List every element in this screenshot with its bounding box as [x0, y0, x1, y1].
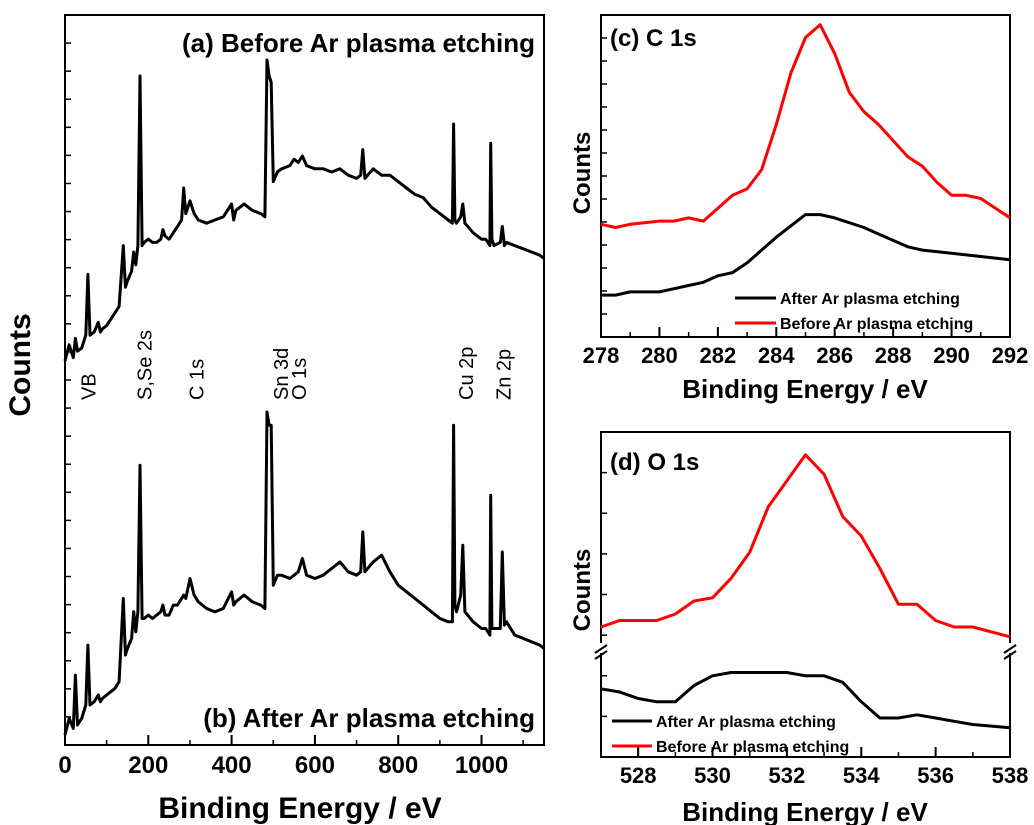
x-tick-label: 278: [583, 343, 620, 368]
x-tick-label: 200: [128, 752, 168, 779]
o1s-frame: [600, 431, 1011, 758]
x-tick-label: 532: [769, 763, 806, 788]
x-tick-label: 534: [843, 763, 880, 788]
panel-a-title: (a) Before Ar plasma etching: [182, 28, 535, 58]
survey-y-axis-label: Counts: [4, 313, 37, 416]
axis-break-mark-left-2: [594, 650, 608, 660]
peak-label: C 1s: [187, 359, 209, 400]
c1s-frame: [600, 14, 1011, 338]
c1s-series-1: [600, 23, 1011, 229]
axis-break-mark-right-1: [1003, 644, 1017, 654]
o1s-y-axis-label: Counts: [569, 549, 596, 632]
panel-b-title: (b) After Ar plasma etching: [203, 703, 535, 733]
axis-break-mark-right-2: [1003, 650, 1017, 660]
c1s-x-ticks: 278 280 282 284 286 288 290 292: [583, 327, 1029, 368]
x-tick-label: 600: [295, 752, 335, 779]
o1s-axis-break: [594, 643, 1017, 660]
x-tick-label: 292: [992, 343, 1029, 368]
o1s-legend-label-after: After Ar plasma etching: [656, 714, 836, 731]
x-tick-label: 284: [758, 343, 795, 368]
peak-label: Sn 3d: [271, 348, 293, 400]
c1s-x-axis-label: Binding Energy / eV: [682, 374, 928, 404]
panel-d-title: (d) O 1s: [610, 449, 699, 476]
c1s-panel: 278 280 282 284 286 288 290 292 (c) C 1s Bindin…: [569, 14, 1029, 404]
panel-c-title: (c) C 1s: [610, 25, 697, 52]
c1s-y-axis-label: Counts: [569, 132, 596, 215]
o1s-x-axis-label: Binding Energy / eV: [682, 797, 928, 825]
x-tick-label: 290: [933, 343, 970, 368]
x-tick-label: 528: [620, 763, 657, 788]
o1s-x-ticks: 528 530 532 534 536 538: [600, 747, 1029, 788]
x-tick-label: 530: [694, 763, 731, 788]
o1s-left-minor-ticks: [601, 471, 607, 718]
c1s-series-0: [601, 213, 1011, 297]
c1s-legend-label-after: After Ar plasma etching: [780, 291, 960, 308]
survey-after-line: [63, 410, 545, 736]
o1s-panel: 528 530 532 534 536 538 (d) O 1s Binding Ener…: [569, 431, 1029, 825]
survey-x-axis-label: Binding Energy / eV: [158, 792, 441, 825]
x-tick-label: 536: [917, 763, 954, 788]
c1s-left-minor-ticks: [601, 37, 607, 315]
survey-before-line: [63, 58, 545, 362]
o1s-spectra: [600, 453, 1011, 730]
peak-label: S,Se 2s: [135, 330, 157, 400]
x-tick-label: 800: [378, 752, 418, 779]
x-tick-label: 286: [816, 343, 853, 368]
x-tick-label: 288: [875, 343, 912, 368]
axis-break-mark-left-1: [594, 644, 608, 654]
x-tick-label: 400: [212, 752, 252, 779]
peak-label: Cu 2p: [456, 347, 478, 400]
c1s-legend: After Ar plasma etching Before Ar plasma…: [735, 291, 973, 333]
peak-label: Zn 2p: [494, 349, 516, 400]
o1s-series-0: [600, 671, 1011, 730]
o1s-legend-label-before: Before Ar plasma etching: [656, 739, 849, 756]
survey-x-ticks: 0 200 400 600 800 1000: [58, 735, 524, 779]
peak-label: O 1s: [289, 358, 311, 400]
c1s-spectra: [600, 23, 1011, 297]
o1s-legend: After Ar plasma etching Before Ar plasma…: [612, 714, 849, 756]
c1s-legend-label-before: Before Ar plasma etching: [780, 316, 973, 333]
o1s-series-1: [600, 453, 1011, 639]
x-tick-label: 280: [641, 343, 678, 368]
x-tick-label: 538: [992, 763, 1029, 788]
survey-panel: 0 200 400 600 800 1000 VB S,Se 2s C 1s Sn 3dO 1s…: [4, 14, 545, 825]
survey-peak-labels: VB S,Se 2s C 1s Sn 3dO 1s Cu 2p Zn 2p: [78, 330, 515, 400]
peak-label: VB: [78, 373, 100, 400]
x-tick-label: 282: [699, 343, 736, 368]
x-tick-label: 0: [58, 752, 71, 779]
x-tick-label: 1000: [455, 752, 508, 779]
survey-spectra: [63, 58, 545, 736]
